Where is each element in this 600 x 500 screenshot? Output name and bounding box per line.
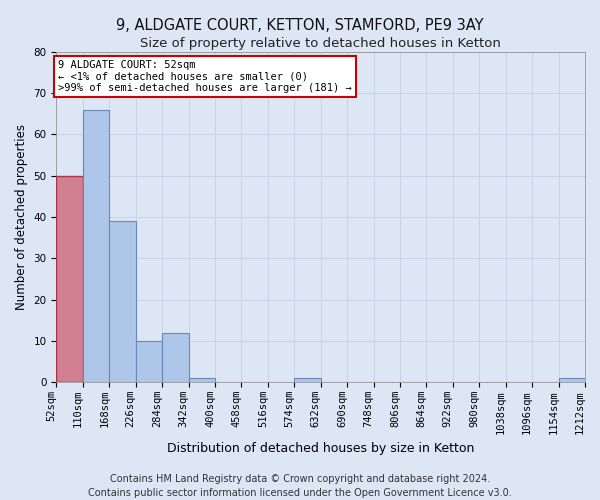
- Text: 9, ALDGATE COURT, KETTON, STAMFORD, PE9 3AY: 9, ALDGATE COURT, KETTON, STAMFORD, PE9 …: [116, 18, 484, 32]
- Bar: [136, 341, 162, 382]
- Text: 9 ALDGATE COURT: 52sqm
← <1% of detached houses are smaller (0)
>99% of semi-det: 9 ALDGATE COURT: 52sqm ← <1% of detached…: [58, 60, 352, 93]
- Bar: [559, 378, 585, 382]
- Y-axis label: Number of detached properties: Number of detached properties: [15, 124, 28, 310]
- Bar: [56, 176, 83, 382]
- Bar: [294, 378, 321, 382]
- Bar: [162, 332, 188, 382]
- Bar: [109, 221, 136, 382]
- Bar: [188, 378, 215, 382]
- Bar: [83, 110, 109, 382]
- X-axis label: Distribution of detached houses by size in Ketton: Distribution of detached houses by size …: [167, 442, 475, 455]
- Text: Contains HM Land Registry data © Crown copyright and database right 2024.
Contai: Contains HM Land Registry data © Crown c…: [88, 474, 512, 498]
- Title: Size of property relative to detached houses in Ketton: Size of property relative to detached ho…: [140, 38, 501, 51]
